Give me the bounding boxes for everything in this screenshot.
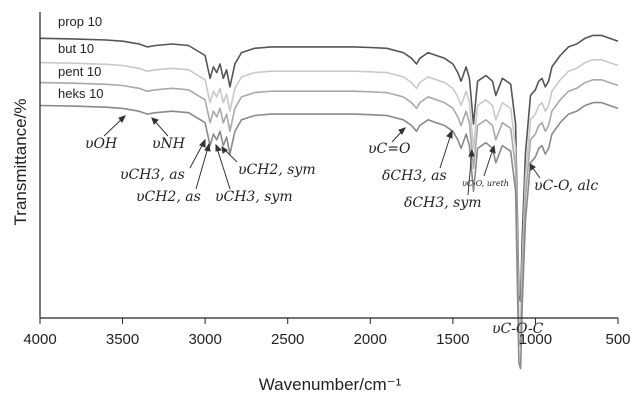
arrowhead-oh (118, 115, 126, 123)
arrowhead-ch2-sym (221, 146, 228, 154)
series-label-prop-10: prop 10 (58, 14, 102, 29)
series-line-but-10 (39, 59, 619, 327)
arrow-ch2-as (195, 143, 210, 190)
annotation-label-c-o-c: υC-O-C (492, 321, 544, 337)
arrowhead-ch3-sym (215, 143, 223, 152)
arrowhead-ch2-as (204, 142, 211, 152)
x-ticks: 4000 3500 3000 2500 2000 1500 1000 500 (23, 318, 631, 348)
arrow-ch3-sym-delta (467, 149, 473, 196)
annotation-label-ch3-as: υCH3, as (120, 167, 185, 183)
annotation-label-ch3-sym-delta: δCH3, sym (404, 195, 482, 211)
arrow-ch3-sym (215, 144, 231, 190)
band-annotations: υOH υNH υCH3, as υCH2, as υCH3, sym υCH2… (85, 115, 598, 337)
arrowhead-c-o-alc (529, 163, 536, 171)
series-label-but-10: but 10 (58, 41, 94, 56)
x-axis-title: Wavenumber/cm⁻¹ (259, 375, 402, 394)
x-tick-label: 2000 (354, 331, 387, 348)
series-line-pent-10 (39, 79, 619, 347)
annotation-label-c-o-ureth: υC-O, ureth (462, 179, 509, 188)
axes (39, 12, 618, 319)
arrowhead-c-o (398, 127, 406, 135)
annotation-label-oh: υOH (85, 136, 118, 152)
y-axis-title: Transmittance/% (11, 99, 30, 226)
x-tick-label: 4000 (23, 331, 56, 348)
annotation-label-c-o-alc: υC-O, alc (534, 178, 598, 194)
x-tick-label: 1000 (519, 331, 552, 348)
annotation-label-c-o: υC=O (368, 141, 411, 157)
arrowhead-c-o-ureth (489, 144, 496, 154)
annotation-label-ch2-as: υCH2, as (136, 189, 201, 205)
annotation-label-ch3-sym: υCH3, sym (215, 189, 293, 205)
x-tick-label: 500 (605, 331, 630, 348)
arrowhead-ch3-sym-delta (468, 148, 475, 157)
series-line-heks-10 (39, 101, 619, 370)
annotation-label-ch3-as-delta: δCH3, as (382, 168, 447, 184)
annotation-label-nh: υNH (152, 136, 186, 152)
annotation-arrows (103, 115, 541, 196)
series-label-pent-10: pent 10 (58, 64, 101, 79)
x-tick-label: 2500 (271, 331, 304, 348)
series-line-prop-10 (39, 34, 619, 303)
x-tick-label: 3500 (106, 331, 139, 348)
series-label-heks-10: heks 10 (58, 86, 104, 101)
arrowhead-ch3-as-delta (446, 129, 453, 139)
x-tick-label: 3000 (188, 331, 221, 348)
x-tick-label: 1500 (436, 331, 469, 348)
spectra-layer (39, 34, 619, 370)
annotation-label-ch2-sym: υCH2, sym (238, 162, 316, 178)
arrowhead-nh (151, 117, 159, 125)
arrowhead-ch3-as (199, 138, 206, 148)
